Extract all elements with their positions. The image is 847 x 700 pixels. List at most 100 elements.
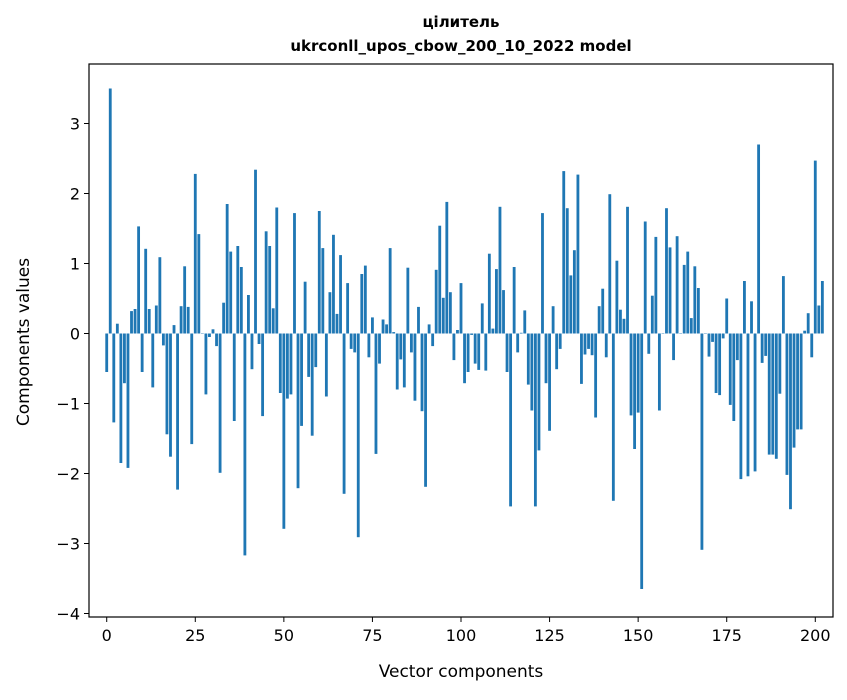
bar-74 [367,334,370,358]
bar-5 [123,334,126,384]
bar-104 [474,334,477,364]
y-tick-label--2: −2 [56,465,80,484]
bar-53 [293,213,296,333]
bar-99 [456,330,459,334]
bar-65 [336,314,339,334]
bar-187 [768,334,771,455]
bar-123 [541,213,544,333]
bar-125 [548,334,551,431]
bar-68 [346,283,349,333]
y-tick-label--3: −3 [56,535,80,554]
bar-167 [697,288,700,334]
bar-71 [357,334,360,538]
bar-105 [477,334,480,370]
bar-191 [782,276,785,333]
bar-51 [286,334,289,399]
bar-45 [265,231,268,333]
bar-79 [385,324,388,333]
bar-200 [814,161,817,334]
bar-107 [484,334,487,371]
bar-179 [739,334,742,480]
bar-168 [701,334,704,550]
bar-195 [796,334,799,430]
bar-11 [144,249,147,334]
bar-199 [810,334,813,358]
bar-95 [442,298,445,334]
bar-54 [297,334,300,489]
bar-129 [562,171,565,333]
bar-46 [268,246,271,334]
bar-69 [350,334,353,349]
x-tick-label-150: 150 [623,626,654,645]
bar-34 [226,204,229,334]
bar-139 [598,306,601,333]
bar-3 [116,324,119,334]
bar-92 [431,334,434,347]
bar-35 [229,252,232,334]
bar-64 [332,235,335,334]
y-tick-label-3: 3 [70,115,80,134]
bar-14 [155,306,158,334]
bar-90 [424,334,427,487]
bar-133 [577,175,580,334]
bar-132 [573,250,576,333]
bar-141 [605,334,608,358]
bar-32 [219,334,222,473]
bar-66 [339,255,342,333]
bar-61 [321,248,324,333]
bar-111 [499,207,502,334]
bar-50 [282,334,285,529]
bar-43 [258,334,261,345]
bar-73 [364,266,367,334]
bar-190 [778,334,781,394]
bar-149 [633,334,636,450]
bar-115 [513,267,516,334]
bar-38 [240,267,243,334]
bar-173 [718,334,721,396]
bar-175 [725,299,728,334]
bar-56 [304,282,307,334]
bar-59 [314,334,317,368]
bar-177 [732,334,735,422]
bar-146 [623,319,626,334]
bar-126 [552,306,555,333]
bar-130 [566,208,569,333]
bar-83 [399,334,402,360]
bar-196 [800,334,803,430]
bar-120 [530,334,533,411]
x-tick-label-0: 0 [102,626,112,645]
bar-102 [467,334,470,373]
bar-57 [307,334,310,377]
bar-143 [612,334,615,501]
bar-22 [183,266,186,333]
bar-154 [651,296,654,334]
bar-106 [481,303,484,333]
bar-161 [676,236,679,333]
bar-122 [538,334,541,451]
bar-19 [173,325,176,333]
chart-subtitle: ukrconll_upos_cbow_200_10_2022 model [290,37,631,55]
bar-182 [750,301,753,333]
bar-23 [187,307,190,334]
bar-160 [672,334,675,361]
bar-124 [545,334,548,384]
bar-170 [708,334,711,357]
y-axis-label: Components values [14,258,34,426]
bar-12 [148,309,151,334]
bar-18 [169,334,172,457]
bar-24 [190,334,193,445]
bar-148 [630,334,633,416]
bar-135 [584,334,587,355]
bar-98 [453,334,456,361]
bar-1 [109,89,112,334]
bar-58 [311,334,314,436]
y-tick-label--4: −4 [56,605,80,624]
bar-16 [162,334,165,346]
bar-183 [754,334,757,472]
bar-171 [711,334,714,342]
bar-55 [300,334,303,426]
bar-85 [406,268,409,334]
bar-13 [151,334,154,388]
bar-94 [438,226,441,334]
bar-77 [378,334,381,364]
